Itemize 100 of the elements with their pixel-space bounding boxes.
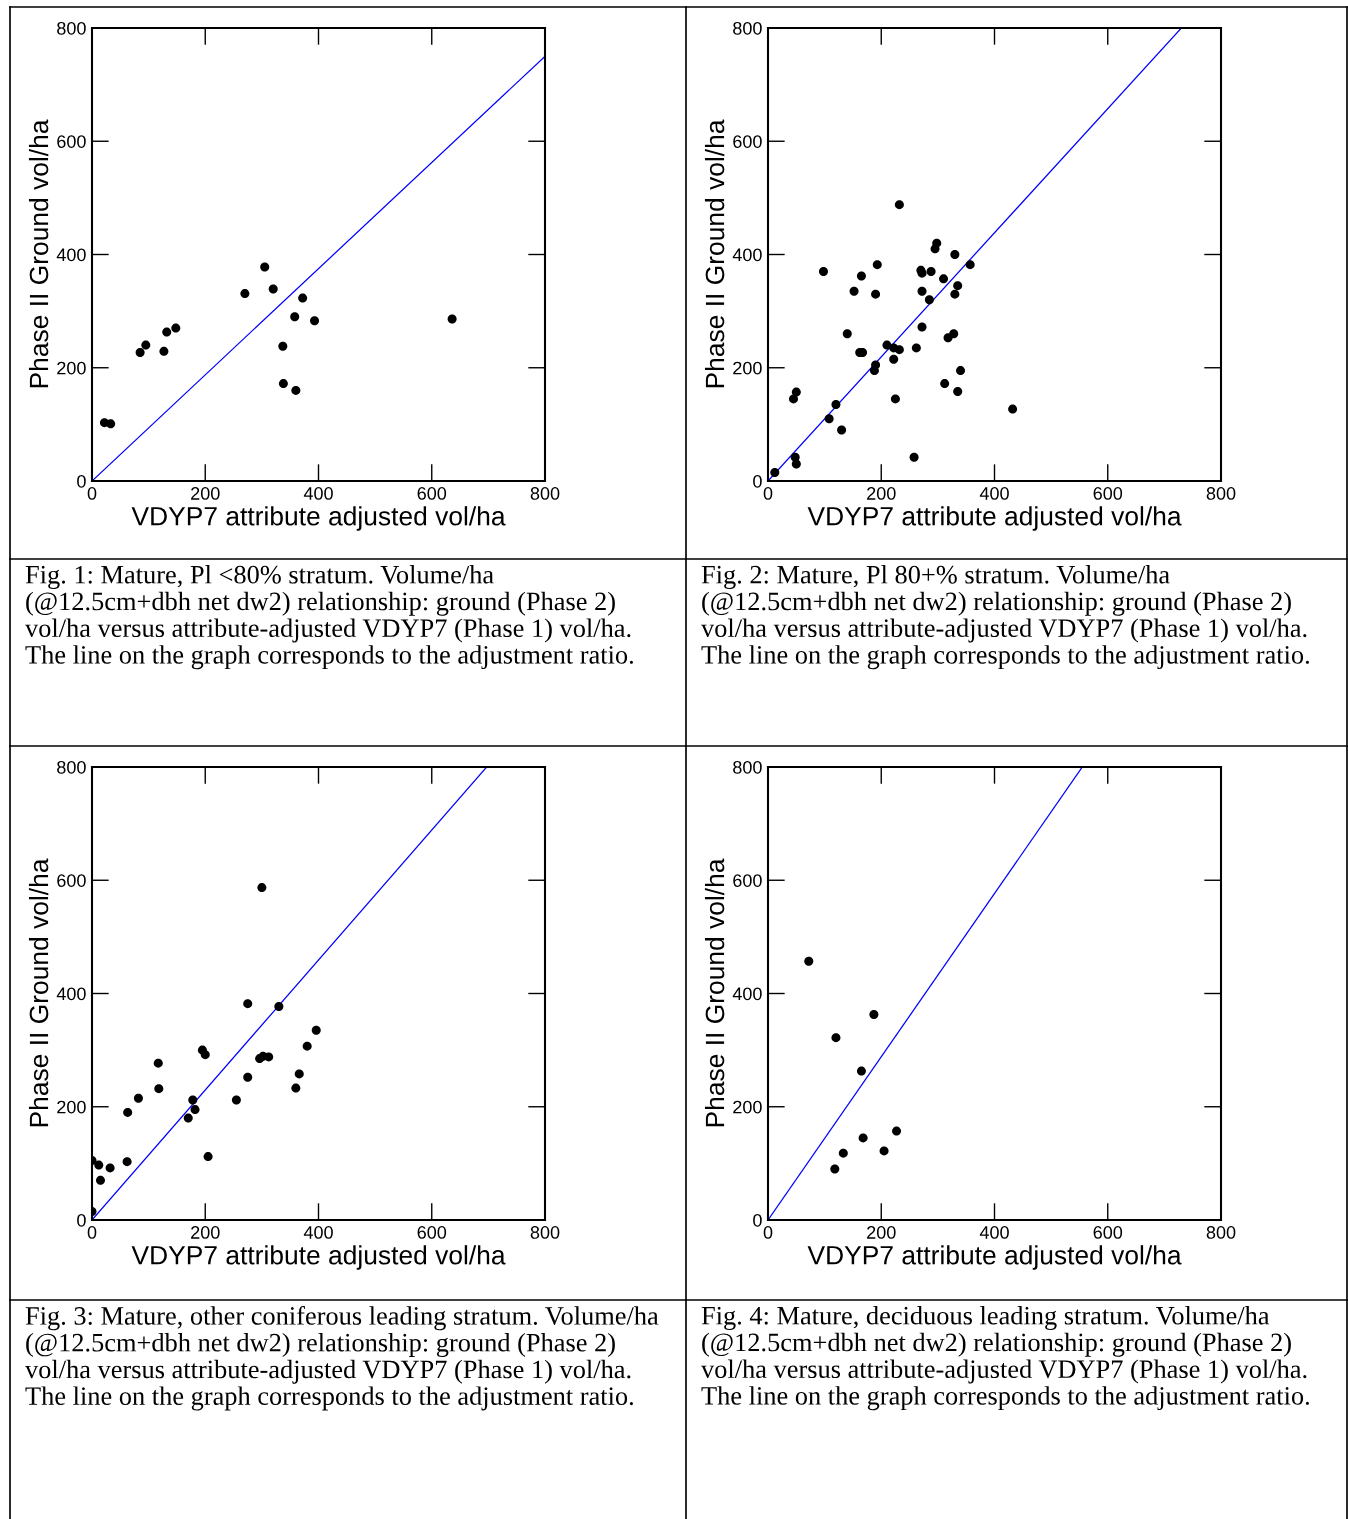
point bbox=[203, 1152, 213, 1162]
point bbox=[926, 266, 936, 276]
x-tick-label: 400 bbox=[979, 1226, 1009, 1239]
point bbox=[268, 284, 278, 294]
point bbox=[831, 1033, 841, 1043]
point bbox=[310, 316, 320, 326]
x-tick-label: 200 bbox=[191, 1226, 220, 1239]
point bbox=[911, 343, 921, 353]
point bbox=[123, 1107, 133, 1117]
point bbox=[135, 347, 145, 357]
point bbox=[831, 400, 841, 410]
y-tick-label: 400 bbox=[732, 248, 762, 262]
point bbox=[838, 1148, 848, 1158]
point bbox=[162, 327, 172, 337]
point bbox=[917, 286, 927, 296]
point bbox=[953, 387, 963, 397]
x-tick-label: 400 bbox=[979, 487, 1009, 500]
point bbox=[871, 289, 881, 299]
x-tick-label: 0 bbox=[87, 1226, 97, 1239]
x-tick-label: 0 bbox=[763, 487, 773, 500]
point bbox=[837, 425, 847, 435]
y-tick-label: 200 bbox=[57, 1100, 86, 1114]
point bbox=[856, 1066, 866, 1076]
point bbox=[447, 314, 457, 324]
caption: Fig. 3: Mature, other coniferous leading stratum. Volume/ha (@12.5cm+dbh net dw2) relationship: ground (Phase 2) vol/ha versus attribute-adjusted VDYP7 (Phase 1) vol/ha. The line on the graph corresponds to the adjustment ratio. bbox=[25, 1306, 659, 1411]
x-tick-label: 400 bbox=[303, 1226, 333, 1239]
y-tick-label: 600 bbox=[733, 135, 762, 148]
point bbox=[141, 340, 151, 350]
point bbox=[894, 345, 904, 355]
point bbox=[869, 1009, 879, 1019]
x-tick-label: 800 bbox=[530, 1226, 560, 1239]
x-tick-label: 0 bbox=[87, 487, 97, 500]
point bbox=[804, 956, 814, 966]
point bbox=[122, 1157, 132, 1167]
x-tick-label: 400 bbox=[303, 487, 333, 500]
point bbox=[871, 360, 881, 370]
point bbox=[965, 260, 975, 270]
x-axis-title: VDYP7 attribute adjusted vol/ha bbox=[807, 1245, 1182, 1270]
y-tick-label: 600 bbox=[733, 874, 762, 887]
point bbox=[791, 459, 801, 469]
y-tick-label: 0 bbox=[77, 1213, 86, 1227]
point bbox=[159, 346, 169, 356]
x-axis-title: VDYP7 attribute adjusted vol/ha bbox=[131, 506, 506, 531]
point bbox=[950, 250, 960, 259]
y-axis-title: Phase II Ground vol/ha bbox=[704, 858, 725, 1127]
y-tick-label: 200 bbox=[733, 361, 762, 375]
x-tick-label: 600 bbox=[417, 487, 447, 500]
x-tick-label: 200 bbox=[191, 487, 220, 500]
point bbox=[856, 271, 866, 281]
point bbox=[824, 414, 834, 424]
point bbox=[917, 322, 927, 332]
point bbox=[240, 289, 250, 299]
point bbox=[924, 295, 934, 305]
point bbox=[278, 379, 288, 389]
y-tick-label: 0 bbox=[77, 474, 86, 488]
caption: Fig. 2: Mature, Pl 80+% stratum. Volume/ha (@12.5cm+dbh net dw2) relationship: ground (Phase 2) vol/ha versus attribute-adjusted VDYP7 (Phase 1) vol/ha. The line on the graph corresponds to the adjustment ratio. bbox=[701, 565, 1309, 670]
point bbox=[105, 1163, 115, 1173]
x-tick-label: 600 bbox=[1093, 1226, 1123, 1239]
point bbox=[949, 329, 959, 339]
x-tick-label: 600 bbox=[1093, 487, 1123, 500]
point bbox=[154, 1084, 164, 1094]
point bbox=[849, 286, 859, 296]
point bbox=[294, 1069, 304, 1079]
point bbox=[133, 1093, 143, 1103]
point bbox=[243, 999, 253, 1009]
point bbox=[889, 354, 899, 364]
point bbox=[106, 419, 116, 429]
y-tick-label: 200 bbox=[733, 1100, 762, 1114]
point bbox=[264, 1052, 274, 1062]
x-tick-label: 800 bbox=[1206, 487, 1236, 500]
y-tick-label: 0 bbox=[753, 1213, 762, 1227]
y-tick-label: 800 bbox=[733, 21, 762, 35]
point bbox=[939, 274, 949, 284]
point bbox=[200, 1050, 210, 1060]
point bbox=[231, 1095, 241, 1105]
point bbox=[894, 200, 904, 210]
point bbox=[290, 312, 300, 322]
point bbox=[153, 1058, 163, 1068]
point bbox=[171, 323, 181, 333]
point bbox=[95, 1175, 105, 1185]
point bbox=[950, 289, 960, 299]
point bbox=[858, 1133, 868, 1143]
y-tick-label: 0 bbox=[753, 474, 762, 488]
point bbox=[1008, 404, 1018, 414]
point bbox=[872, 260, 882, 270]
y-tick-label: 400 bbox=[732, 987, 762, 1001]
x-tick-label: 800 bbox=[1206, 1226, 1236, 1239]
point bbox=[909, 452, 919, 462]
caption: Fig. 4: Mature, deciduous leading stratum. Volume/ha (@12.5cm+dbh net dw2) relationship: ground (Phase 2) vol/ha versus attribute-adjusted VDYP7 (Phase 1) vol/ha. The line on the graph corresponds to the adjustment ratio. bbox=[701, 1306, 1309, 1411]
caption: Fig. 1: Mature, Pl <80% stratum. Volume/ha (@12.5cm+dbh net dw2) relationship: ground (Phase 2) vol/ha versus attribute-adjusted VDYP7 (Phase 1) vol/ha. The line on the graph corresponds to the adjustment ratio. bbox=[25, 565, 633, 670]
point bbox=[183, 1113, 193, 1123]
y-axis-title: Phase II Ground vol/ha bbox=[28, 858, 49, 1127]
point bbox=[302, 1041, 312, 1051]
point bbox=[188, 1095, 198, 1105]
point bbox=[94, 1160, 104, 1170]
y-tick-label: 600 bbox=[57, 135, 86, 148]
y-axis-title: Phase II Ground vol/ha bbox=[704, 119, 725, 388]
point bbox=[956, 366, 966, 376]
point bbox=[842, 329, 852, 339]
x-axis-title: VDYP7 attribute adjusted vol/ha bbox=[131, 1245, 506, 1270]
